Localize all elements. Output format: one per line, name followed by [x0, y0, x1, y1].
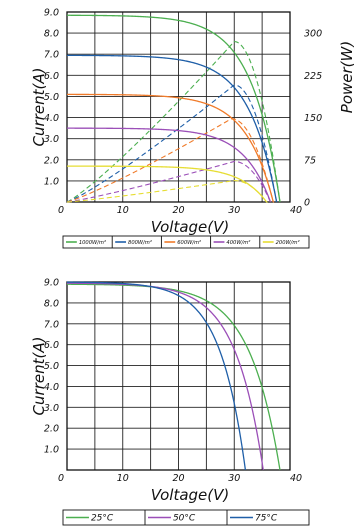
y-tick-label: 4.0 [44, 382, 59, 393]
x-tick-label: 0 [58, 205, 64, 216]
legend-label: 50°C [173, 514, 196, 524]
x-tick-label: 20 [172, 205, 184, 216]
y-tick-label: 8.0 [44, 29, 59, 40]
y-tick-label: 6.0 [44, 340, 59, 351]
y-tick-label: 1.0 [44, 445, 59, 456]
series-current-2 [66, 282, 264, 471]
y-tick-label: 9.0 [44, 278, 59, 289]
legend-label: 75°C [255, 514, 278, 524]
x-axis-title: Voltage(V) [151, 218, 230, 236]
legend-label: 800W/m² [128, 240, 152, 246]
y-tick-label: 6.0 [44, 71, 59, 82]
series-current-5 [67, 165, 268, 203]
series-current-3 [67, 93, 275, 203]
y-tick-label: 4.0 [44, 113, 59, 124]
plot-frame [66, 281, 291, 471]
x-tick-label: 30 [228, 473, 240, 484]
plot-frame [66, 11, 291, 203]
x-tick-label: 40 [290, 205, 302, 216]
y-tick-label: 7.0 [44, 50, 59, 61]
legend-label: 400W/m² [226, 240, 250, 246]
series-power-5 [66, 180, 268, 203]
y2-tick-label: 0 [304, 198, 310, 209]
y-tick-label: 2.0 [44, 155, 59, 166]
y-tick-label: 2.0 [44, 424, 59, 435]
x-tick-label: 30 [228, 205, 240, 216]
series-power-4 [66, 160, 271, 203]
y-tick-label: 8.0 [44, 298, 59, 309]
legend-label: 1000W/m² [79, 240, 106, 246]
x-axis-title: Voltage(V) [151, 486, 230, 504]
chart-2: 1.0 2.0 3.0 4.0 5.0 6.0 7.0 8.0 9.0 0 10 20 30 40 Volt… [30, 278, 310, 526]
series-power-1 [66, 40, 281, 203]
y-tick-label: 3.0 [44, 134, 59, 145]
x-tick-label: 10 [117, 205, 129, 216]
x-tick-label: 10 [117, 473, 129, 484]
chart-1: 1.02.03.04.05.06.07.08.09.00 10 20 30 400751… [30, 8, 356, 249]
legend-box [62, 235, 310, 249]
series-current-2 [67, 54, 278, 203]
y-tick-label: 7.0 [44, 319, 59, 330]
legend-label: 600W/m² [177, 240, 201, 246]
x-tick-label: 20 [172, 473, 184, 484]
x-tick-label: 40 [290, 473, 302, 484]
y-axis-title: Current(A) [30, 68, 48, 147]
series-current-4 [67, 127, 272, 203]
legend-label: 200W/m² [276, 240, 300, 246]
x-tick-label: 0 [58, 473, 64, 484]
y-tick-label: 5.0 [44, 361, 59, 372]
y-tick-label: 1.0 [44, 176, 59, 187]
legend: 25°C 50°C 75°C [62, 509, 310, 526]
y2-tick-label: 75 [304, 155, 316, 166]
y2-tick-label: 300 [304, 29, 322, 40]
y2-axis-title: Power(W) [338, 41, 356, 113]
legend-box [62, 509, 310, 526]
series-power-3 [66, 118, 274, 203]
y-tick-label: 5.0 [44, 92, 59, 103]
legend-label: 25°C [91, 514, 114, 524]
y-tick-label: 9.0 [44, 8, 59, 19]
series-current-1 [67, 283, 281, 471]
series-current-1 [67, 14, 281, 203]
y-axis-title: Current(A) [30, 337, 48, 416]
y-tick-label: 3.0 [44, 403, 59, 414]
grid [66, 281, 291, 471]
y2-tick-label: 225 [304, 71, 322, 82]
y2-tick-label: 150 [304, 113, 322, 124]
legend: 1000W/m² 800W/m² 600W/m² 400W/m² 200W/m² [62, 235, 310, 249]
series-current-3 [66, 281, 247, 471]
